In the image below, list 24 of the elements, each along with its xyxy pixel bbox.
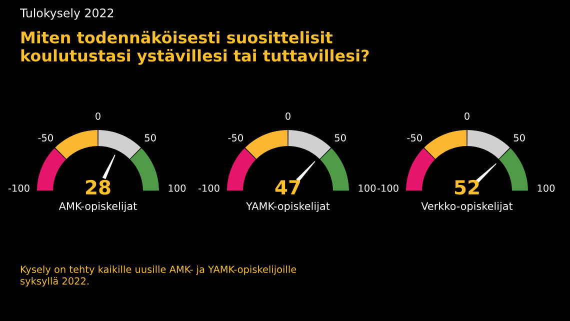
text: 100 bbox=[168, 184, 186, 192]
text: 0 bbox=[464, 112, 470, 120]
text: Miten todennäköisesti suosittelisit koulutustasi ystävillesi tai tuttavillesi? bbox=[21, 30, 369, 65]
text: Kysely on tehty kaikille uusille AMK- ja YAMK-opiskelijoille syksyllä 2022. bbox=[20, 265, 296, 287]
text: YAMK-opiskelijat bbox=[246, 202, 330, 212]
text: 52 bbox=[454, 180, 479, 195]
text: -50 bbox=[228, 134, 243, 142]
text: 50 bbox=[144, 134, 156, 142]
text: -100 bbox=[377, 184, 398, 192]
text: 47 bbox=[275, 180, 300, 194]
chart-subtitle: Tulokysely 2022 bbox=[20, 8, 114, 20]
text: 100 bbox=[538, 184, 555, 192]
text: 50 bbox=[514, 134, 525, 142]
text: 100 bbox=[358, 184, 376, 192]
text: 28 bbox=[86, 180, 110, 195]
text: -100 bbox=[198, 184, 220, 192]
text: -50 bbox=[407, 134, 422, 142]
text: -100 bbox=[8, 184, 30, 192]
text: 0 bbox=[96, 112, 100, 120]
text: Verkko-opiskelijat bbox=[421, 202, 513, 212]
text: 50 bbox=[334, 134, 346, 142]
text: -50 bbox=[38, 134, 53, 142]
text: AMK-opiskelijat bbox=[58, 202, 137, 212]
text: 0 bbox=[286, 112, 290, 120]
